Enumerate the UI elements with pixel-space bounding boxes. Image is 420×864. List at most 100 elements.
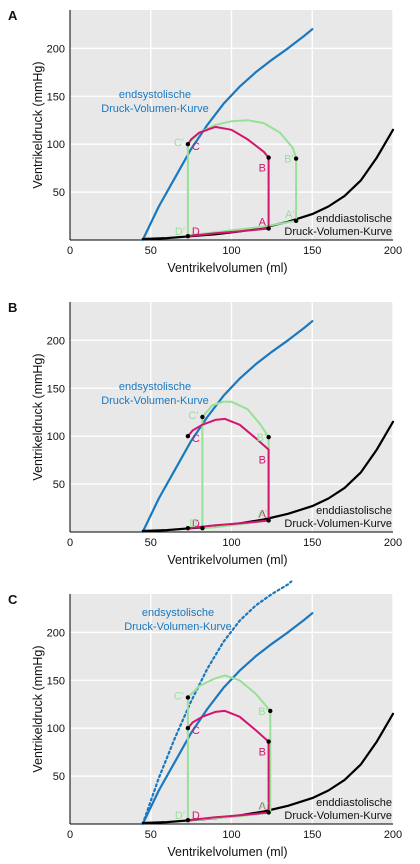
point-marker: [200, 414, 205, 420]
x-tick-label: 0: [67, 537, 73, 549]
x-tick-label: 150: [303, 829, 321, 841]
x-tick-label: 150: [303, 245, 321, 257]
endsystolic-annotation: endsystolische: [119, 381, 191, 393]
point-marker: [293, 156, 299, 161]
point-label: C': [174, 691, 184, 703]
y-tick-label: 200: [47, 335, 65, 347]
panel-label: B: [8, 300, 17, 315]
y-tick-label: 150: [47, 383, 65, 395]
x-axis-title: Ventrikelvolumen (ml): [167, 261, 287, 275]
point-marker: [293, 218, 299, 224]
x-tick-label: 100: [222, 537, 240, 549]
point-label: B': [258, 706, 267, 718]
chart-panel-c: 0 50 100 150 200 50 100 150 200 Ventrikelvolumen …: [8, 580, 402, 859]
enddiastolic-annotation: enddiastolische: [316, 213, 392, 225]
series-line-loop-main: [186, 125, 270, 238]
endsystolic-annotation: Druck-Volumen-Kurve: [101, 103, 209, 115]
y-tick-label: 100: [47, 139, 65, 151]
enddiastolic-annotation: Druck-Volumen-Kurve: [284, 810, 392, 822]
point-label: B: [259, 455, 266, 467]
point-label: C': [188, 410, 198, 422]
point-label: D: [192, 518, 200, 530]
point-marker: [266, 155, 271, 160]
series-line-endsystolic: [141, 612, 314, 826]
endsystolic-annotation: endsystolische: [142, 607, 214, 619]
y-axis-title: Ventrikeldruck (mmHg): [31, 645, 45, 772]
y-tick-label: 200: [47, 627, 65, 639]
series-line-endsystolic-shifted: [141, 580, 293, 826]
point-marker: [185, 817, 191, 823]
point-marker: [266, 226, 271, 231]
y-tick-label: 50: [53, 771, 65, 783]
point-marker: [268, 708, 273, 714]
x-axis-title: Ventrikelvolumen (ml): [167, 553, 287, 567]
chart-panel-a: 0 50 100 150 200 50 100 150 200 Ventrikelvolumen …: [8, 8, 402, 275]
enddiastolic-annotation: Druck-Volumen-Kurve: [284, 226, 392, 238]
x-tick-label: 0: [67, 829, 73, 841]
point-label: C: [192, 433, 200, 445]
x-tick-label: 100: [222, 245, 240, 257]
enddiastolic-annotation: Druck-Volumen-Kurve: [284, 518, 392, 530]
point-label: A: [259, 217, 267, 229]
point-marker: [185, 525, 191, 531]
series-line-endsystolic: [141, 320, 314, 534]
x-tick-label: 0: [67, 245, 73, 257]
y-tick-label: 100: [47, 431, 65, 443]
point-label: D': [175, 226, 185, 238]
point-label: D: [192, 810, 200, 822]
y-tick-label: 50: [53, 479, 65, 491]
point-marker: [185, 725, 191, 731]
x-axis-title: Ventrikelvolumen (ml): [167, 845, 287, 859]
point-label: C: [192, 141, 200, 153]
point-label: B: [259, 747, 266, 759]
enddiastolic-annotation: enddiastolische: [316, 505, 392, 517]
point-label: D: [192, 226, 200, 238]
y-tick-label: 200: [47, 43, 65, 55]
point-label: B: [259, 163, 266, 175]
point-label: B': [257, 432, 266, 444]
point-marker: [266, 739, 271, 744]
x-tick-label: 200: [384, 829, 402, 841]
series-line-endsystolic: [141, 28, 314, 242]
panel-label: A: [8, 8, 18, 23]
y-axis-title: Ventrikeldruck (mmHg): [31, 353, 45, 480]
point-label: A: [259, 801, 267, 813]
point-label: A: [259, 509, 267, 521]
y-tick-label: 100: [47, 723, 65, 735]
point-label: A': [285, 209, 294, 221]
endsystolic-annotation: endsystolische: [119, 89, 191, 101]
point-label: A': [258, 509, 267, 521]
point-label: D': [189, 518, 199, 530]
point-marker: [200, 525, 205, 531]
point-marker: [185, 433, 191, 439]
panel-label: C: [8, 592, 18, 607]
x-tick-label: 50: [145, 829, 157, 841]
point-label: B': [284, 154, 293, 166]
x-tick-label: 50: [145, 537, 157, 549]
x-tick-label: 100: [222, 829, 240, 841]
point-label: C': [174, 137, 184, 149]
y-tick-label: 150: [47, 675, 65, 687]
point-marker: [185, 141, 191, 147]
point-label: A': [259, 801, 268, 813]
gridlines: [70, 10, 394, 240]
x-tick-label: 50: [145, 245, 157, 257]
series-line-loop-main: [186, 417, 270, 530]
x-tick-label: 200: [384, 245, 402, 257]
endsystolic-annotation: Druck-Volumen-Kurve: [101, 395, 209, 407]
endsystolic-annotation: Druck-Volumen-Kurve: [124, 621, 232, 633]
point-marker: [266, 434, 271, 440]
enddiastolic-annotation: enddiastolische: [316, 797, 392, 809]
point-marker: [266, 810, 271, 815]
x-tick-label: 200: [384, 537, 402, 549]
series-line-loop-main: [186, 709, 270, 822]
point-label: C: [192, 725, 200, 737]
chart-panel-b: 0 50 100 150 200 50 100 150 200 Ventrikelvolumen …: [8, 300, 402, 567]
point-label: D': [175, 810, 185, 822]
y-tick-label: 150: [47, 91, 65, 103]
y-axis-title: Ventrikeldruck (mmHg): [31, 61, 45, 188]
y-tick-label: 50: [53, 187, 65, 199]
point-marker: [266, 518, 271, 523]
point-marker: [185, 695, 191, 700]
